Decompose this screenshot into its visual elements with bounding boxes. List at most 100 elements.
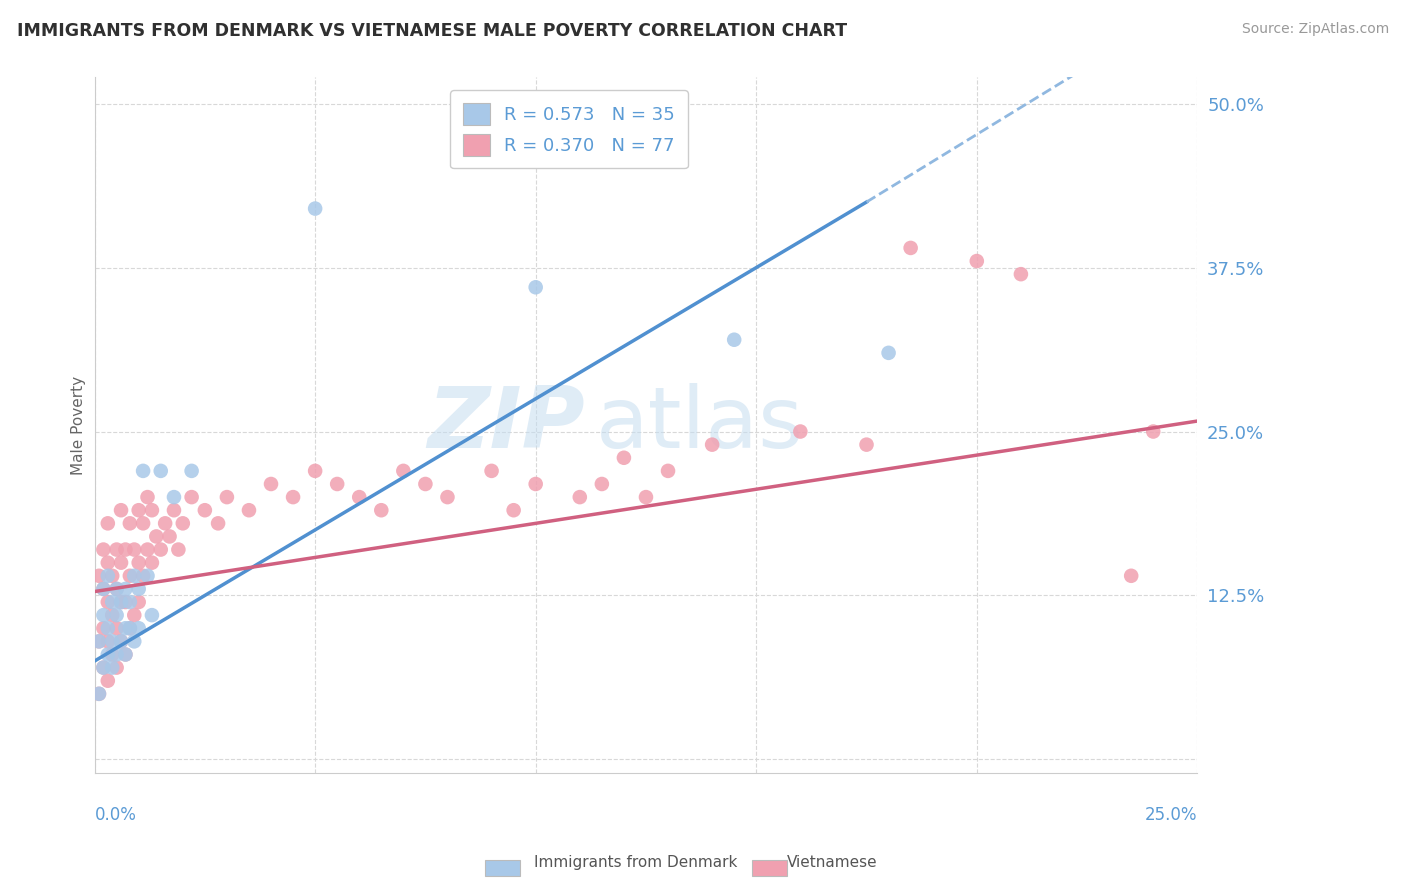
Point	[93, 582, 115, 596]
Point	[136, 569, 159, 583]
Point	[789, 425, 811, 439]
Point	[163, 503, 186, 517]
Point	[114, 595, 136, 609]
Point	[105, 608, 128, 623]
Point	[281, 490, 304, 504]
Point	[153, 516, 176, 531]
Point	[124, 569, 146, 583]
Point	[132, 569, 155, 583]
Point	[124, 542, 146, 557]
Point	[97, 595, 120, 609]
Point	[304, 464, 326, 478]
Point	[304, 202, 326, 216]
Point	[877, 346, 900, 360]
Point	[238, 503, 260, 517]
Point	[101, 634, 124, 648]
Point	[141, 503, 163, 517]
Point	[114, 542, 136, 557]
Point	[180, 464, 202, 478]
Point	[136, 542, 159, 557]
Point	[855, 437, 877, 451]
Point	[172, 516, 194, 531]
Point	[101, 660, 124, 674]
Text: IMMIGRANTS FROM DENMARK VS VIETNAMESE MALE POVERTY CORRELATION CHART: IMMIGRANTS FROM DENMARK VS VIETNAMESE MA…	[17, 22, 846, 40]
Point	[101, 648, 124, 662]
Point	[524, 477, 547, 491]
Point	[194, 503, 217, 517]
Point	[128, 621, 150, 635]
Point	[110, 595, 132, 609]
Point	[634, 490, 657, 504]
Point	[180, 490, 202, 504]
Point	[87, 687, 110, 701]
Point	[700, 437, 723, 451]
Point	[136, 490, 159, 504]
Point	[349, 490, 371, 504]
Point	[93, 621, 115, 635]
Point	[93, 608, 115, 623]
Point	[97, 516, 120, 531]
Point	[110, 634, 132, 648]
Point	[105, 582, 128, 596]
Point	[105, 660, 128, 674]
Point	[124, 634, 146, 648]
Point	[167, 542, 190, 557]
Point	[97, 556, 120, 570]
Point	[118, 516, 141, 531]
Point	[97, 569, 120, 583]
Point	[114, 648, 136, 662]
Point	[128, 582, 150, 596]
Text: ZIP: ZIP	[427, 384, 585, 467]
Point	[723, 333, 745, 347]
Point	[149, 542, 172, 557]
Point	[524, 280, 547, 294]
Point	[101, 608, 124, 623]
Point	[114, 648, 136, 662]
Point	[163, 490, 186, 504]
Point	[97, 673, 120, 688]
Point	[97, 634, 120, 648]
Point	[900, 241, 922, 255]
Point	[260, 477, 283, 491]
Point	[110, 503, 132, 517]
Text: 25.0%: 25.0%	[1144, 805, 1198, 824]
Point	[966, 254, 988, 268]
Point	[93, 660, 115, 674]
Point	[110, 634, 132, 648]
Point	[145, 529, 167, 543]
Point	[149, 464, 172, 478]
Point	[481, 464, 503, 478]
Point	[124, 608, 146, 623]
Point	[436, 490, 458, 504]
Point	[159, 529, 181, 543]
Text: Immigrants from Denmark: Immigrants from Denmark	[534, 855, 738, 870]
Point	[128, 503, 150, 517]
Point	[1010, 267, 1032, 281]
Point	[97, 621, 120, 635]
Point	[132, 464, 155, 478]
Point	[215, 490, 238, 504]
Point	[118, 595, 141, 609]
Point	[118, 569, 141, 583]
Point	[392, 464, 415, 478]
Point	[591, 477, 613, 491]
Y-axis label: Male Poverty: Male Poverty	[72, 376, 86, 475]
Point	[128, 595, 150, 609]
Point	[128, 556, 150, 570]
Point	[110, 556, 132, 570]
Legend: R = 0.573   N = 35, R = 0.370   N = 77: R = 0.573 N = 35, R = 0.370 N = 77	[450, 90, 688, 169]
Point	[110, 595, 132, 609]
Point	[105, 582, 128, 596]
Point	[141, 608, 163, 623]
Point	[132, 516, 155, 531]
Point	[1142, 425, 1164, 439]
Point	[114, 621, 136, 635]
Point	[105, 542, 128, 557]
Point	[87, 634, 110, 648]
Point	[415, 477, 437, 491]
Text: 0.0%: 0.0%	[94, 805, 136, 824]
Point	[105, 621, 128, 635]
Point	[370, 503, 392, 517]
Point	[101, 595, 124, 609]
Point	[207, 516, 229, 531]
